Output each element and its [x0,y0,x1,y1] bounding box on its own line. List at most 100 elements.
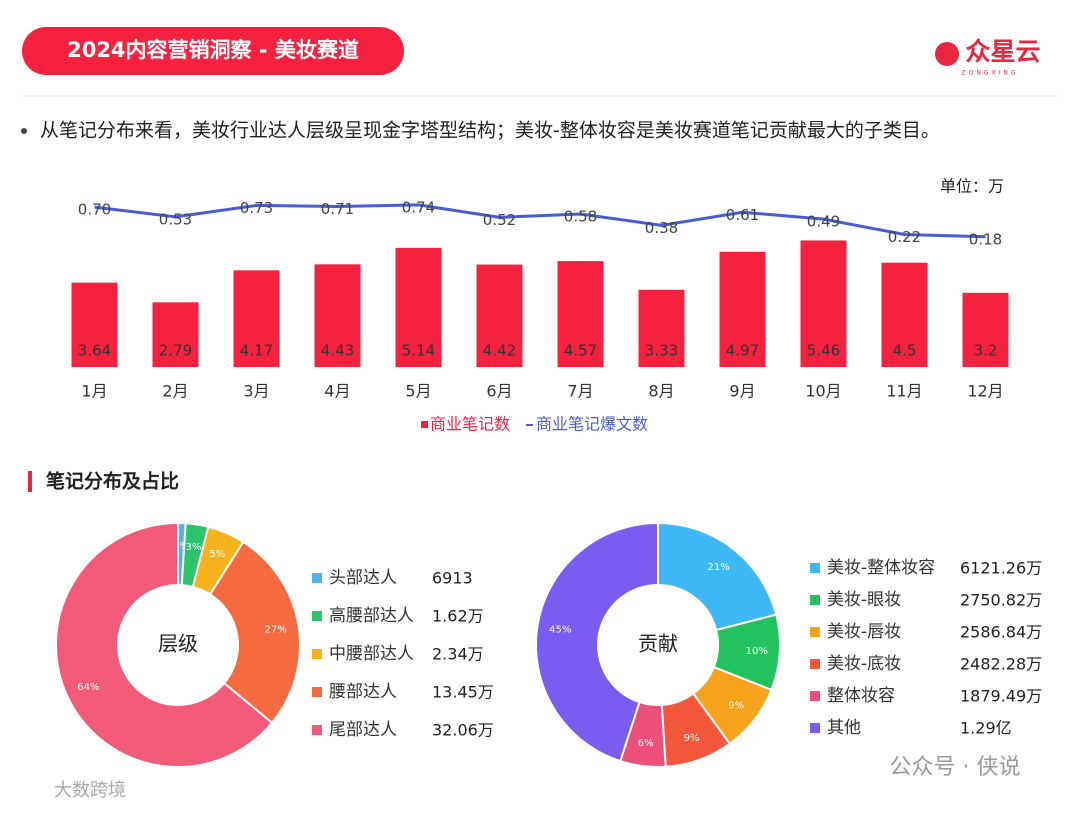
slice-label: 5% [209,549,225,560]
donut-slice [55,521,274,768]
legend-swatch [810,659,820,669]
x-tick-label: 10月 [805,382,841,401]
logo: 众星云 [965,37,1040,66]
bar-label: 4.97 [726,342,759,360]
slice-label: 21% [708,562,730,573]
legend-swatch [421,421,428,428]
section-marker [28,471,32,492]
bar [152,302,199,367]
line-label: 0.38 [645,219,678,237]
x-tick-label: 8月 [648,382,674,401]
legend-swatch [810,627,820,637]
legend-swatch [312,573,322,583]
slice-label: 6% [638,738,654,749]
line-label: 0.61 [726,206,759,224]
legend-label: 高腰部达人 [329,606,414,626]
legend-label: 美妆-眼妆 [827,590,901,610]
legend-label: 商业笔记数 [430,415,510,434]
x-tick-label: 7月 [567,382,593,401]
line-label: 0.73 [240,199,273,217]
x-tick-label: 12月 [967,382,1003,401]
donut-slice [535,521,659,763]
bar [557,261,604,367]
bullet-dot [21,128,27,134]
bar-label: 4.5 [893,342,917,360]
legend-swatch [312,725,322,735]
legend-swatch [312,687,322,697]
line-label: 0.53 [159,210,192,228]
bullet-text: 从笔记分布来看，美妆行业达人层级呈现金字塔型结构；美妆-整体妆容是美妆赛道笔记贡… [40,120,940,142]
donut-center-label: 层级 [158,632,198,656]
legend-value: 6121.26万 [960,559,1042,578]
slice-label: 27% [265,625,287,636]
bar [719,251,766,367]
legend-label: 头部达人 [329,568,397,588]
x-tick-label: 5月 [405,382,431,401]
slice-label: 9% [728,701,744,712]
x-tick-label: 11月 [886,382,922,401]
section-title: 笔记分布及占比 [46,470,179,493]
bar [314,264,361,367]
x-tick-label: 4月 [324,382,350,401]
x-tick-label: 9月 [729,382,755,401]
legend-swatch [810,563,820,573]
bar [233,270,280,367]
legend-value: 6913 [432,569,473,588]
bar-label: 5.14 [402,342,435,360]
line-label: 0.70 [78,201,111,219]
slice-label: 3% [186,542,202,553]
bar-label: 5.46 [807,342,840,360]
bar-label: 3.33 [645,342,678,360]
legend-label: 尾部达人 [329,720,397,740]
bar-label: 4.57 [564,342,597,360]
legend-label: 商业笔记爆文数 [536,415,648,434]
x-tick-label: 3月 [243,382,269,401]
donut-slice [208,540,301,725]
donut-center-label: 贡献 [638,632,678,656]
x-tick-label: 1月 [81,382,107,401]
line-label: 0.71 [321,200,354,218]
legend-label: 其他 [827,718,861,738]
legend-value: 13.45万 [432,683,494,702]
bar-label: 3.2 [974,342,998,360]
legend-value: 2750.82万 [960,591,1042,610]
legend-label: 整体妆容 [827,686,895,706]
legend-label: 美妆-底妆 [827,654,901,674]
legend-value: 1.62万 [432,607,484,626]
line-label: 0.74 [402,198,435,216]
watermark: 大数跨境 [54,780,126,801]
unit-label: 单位：万 [940,177,1004,196]
legend-swatch [810,691,820,701]
bar [962,292,1009,367]
header-title: 2024内容营销洞察 - 美妆赛道 [67,38,359,62]
line-label: 0.52 [483,211,516,229]
line-label: 0.18 [969,230,1002,248]
legend-swatch [810,723,820,733]
bar-label: 4.43 [321,342,354,360]
legend-label: 美妆-整体妆容 [827,558,935,578]
bar [638,289,685,367]
legend-label: 美妆-唇妆 [827,622,901,642]
slice-label: 45% [549,625,571,636]
legend-value: 1879.49万 [960,687,1042,706]
legend-value: 32.06万 [432,721,494,740]
line [94,203,986,239]
logo-icon [935,42,959,66]
legend-value: 2586.84万 [960,623,1042,642]
legend-swatch [810,595,820,605]
bar-label: 3.64 [78,342,111,360]
bar [395,247,442,367]
line-label: 0.22 [888,228,921,246]
slice-label: 64% [77,682,99,693]
bar [71,282,118,367]
logo-sub: ZONGXING [962,70,1019,77]
bar [881,262,928,367]
legend-label: 腰部达人 [329,682,397,702]
bar-label: 2.79 [159,342,192,360]
legend-value: 2.34万 [432,645,484,664]
bar [476,264,523,367]
legend-value: 1.29亿 [960,719,1012,738]
line-label: 0.58 [564,207,597,225]
watermark: 公众号 · 侠说 [890,755,1021,780]
legend-swatch [312,611,322,621]
